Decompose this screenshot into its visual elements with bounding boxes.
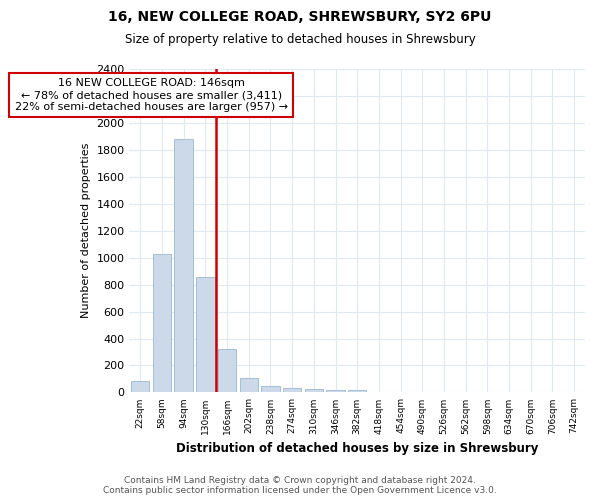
Text: Size of property relative to detached houses in Shrewsbury: Size of property relative to detached ho… [125,32,475,46]
Y-axis label: Number of detached properties: Number of detached properties [81,143,91,318]
Text: 16 NEW COLLEGE ROAD: 146sqm
← 78% of detached houses are smaller (3,411)
22% of : 16 NEW COLLEGE ROAD: 146sqm ← 78% of det… [14,78,287,112]
Bar [218,350,236,393]
Bar [283,388,301,392]
X-axis label: Distribution of detached houses by size in Shrewsbury: Distribution of detached houses by size … [176,442,538,455]
Text: Contains HM Land Registry data © Crown copyright and database right 2024.
Contai: Contains HM Land Registry data © Crown c… [103,476,497,495]
Bar [153,254,171,392]
Text: 16, NEW COLLEGE ROAD, SHREWSBURY, SY2 6PU: 16, NEW COLLEGE ROAD, SHREWSBURY, SY2 6P… [109,10,491,24]
Bar [131,381,149,392]
Bar [326,390,345,392]
Bar [261,386,280,392]
Bar [239,378,258,392]
Bar [348,390,367,392]
Bar [175,139,193,392]
Bar [305,389,323,392]
Bar [196,277,215,392]
